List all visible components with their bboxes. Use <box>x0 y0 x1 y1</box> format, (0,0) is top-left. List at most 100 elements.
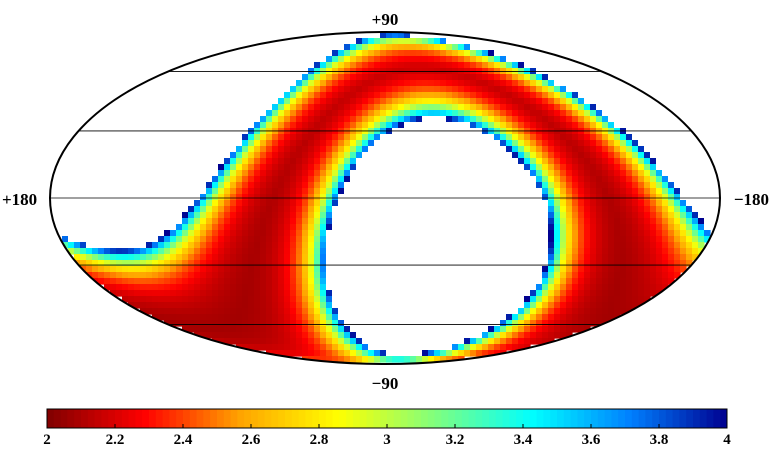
heatmap-cell <box>680 206 687 213</box>
heatmap-cell <box>488 176 495 183</box>
heatmap-cell <box>260 86 267 93</box>
heatmap-cell <box>242 308 249 315</box>
heatmap-cell <box>128 278 135 285</box>
heatmap-cell <box>380 296 387 303</box>
heatmap-cell <box>278 326 285 333</box>
heatmap-cell <box>572 86 579 93</box>
heatmap-cell <box>236 56 243 63</box>
heatmap-cell <box>182 194 189 201</box>
heatmap-cell <box>440 86 447 93</box>
heatmap-cell <box>224 152 231 159</box>
heatmap-cell <box>374 290 381 297</box>
heatmap-cell <box>356 248 363 255</box>
heatmap-cell <box>332 80 339 87</box>
heatmap-cell <box>596 248 603 255</box>
heatmap-cell <box>398 206 405 213</box>
heatmap-cell <box>290 314 297 321</box>
heatmap-cell <box>344 284 351 291</box>
heatmap-cell <box>644 200 651 207</box>
heatmap-cell <box>248 104 255 111</box>
heatmap-cell <box>332 188 339 195</box>
heatmap-cell <box>512 260 519 267</box>
heatmap-cell <box>218 284 225 291</box>
heatmap-cell <box>614 86 621 93</box>
heatmap-cell <box>356 146 363 153</box>
heatmap-cell <box>248 206 255 213</box>
heatmap-cell <box>344 104 351 111</box>
heatmap-cell <box>218 176 225 183</box>
heatmap-cell <box>446 314 453 321</box>
heatmap-cell <box>122 116 129 123</box>
heatmap-cell <box>314 140 321 147</box>
heatmap-cell <box>482 224 489 231</box>
heatmap-cell <box>416 278 423 285</box>
heatmap-cell <box>224 140 231 147</box>
heatmap-cell <box>470 224 477 231</box>
heatmap-cell <box>518 164 525 171</box>
heatmap-cell <box>326 50 333 57</box>
heatmap-cell <box>668 272 675 279</box>
heatmap-cell <box>146 272 153 279</box>
heatmap-cell <box>314 182 321 189</box>
heatmap-cell <box>326 314 333 321</box>
heatmap-cell <box>590 212 597 219</box>
heatmap-cell <box>116 98 123 105</box>
heatmap-cell <box>314 320 321 327</box>
heatmap-cell <box>434 320 441 327</box>
heatmap-cell <box>536 170 543 177</box>
heatmap-cell <box>530 224 537 231</box>
heatmap-cell <box>182 314 189 321</box>
heatmap-cell <box>392 296 399 303</box>
heatmap-cell <box>446 266 453 273</box>
heatmap-cell <box>458 80 465 87</box>
heatmap-cell <box>482 176 489 183</box>
heatmap-cell <box>692 224 699 231</box>
heatmap-cell <box>614 248 621 255</box>
heatmap-cell <box>260 134 267 141</box>
heatmap-cell <box>374 308 381 315</box>
heatmap-cell <box>188 236 195 243</box>
heatmap-cell <box>188 188 195 195</box>
heatmap-cell <box>632 272 639 279</box>
heatmap-cell <box>476 350 483 357</box>
heatmap-cell <box>326 188 333 195</box>
heatmap-cell <box>194 320 201 327</box>
heatmap-cell <box>506 314 513 321</box>
heatmap-cell <box>176 176 183 183</box>
heatmap-cell <box>638 122 645 129</box>
heatmap-cell <box>632 296 639 303</box>
heatmap-cell <box>560 302 567 309</box>
heatmap-cell <box>146 308 153 315</box>
heatmap-cell <box>320 338 327 345</box>
heatmap-cell <box>146 260 153 267</box>
heatmap-cell <box>452 80 459 87</box>
heatmap-cell <box>638 110 645 117</box>
heatmap-cell <box>380 188 387 195</box>
heatmap-cell <box>314 86 321 93</box>
heatmap-cell <box>608 296 615 303</box>
heatmap-cell <box>332 110 339 117</box>
heatmap-cell <box>314 44 321 51</box>
heatmap-cell <box>560 218 567 225</box>
colorbar-segment <box>461 409 470 428</box>
heatmap-cell <box>278 176 285 183</box>
heatmap-cell <box>182 326 189 333</box>
heatmap-cell <box>416 104 423 111</box>
heatmap-cell <box>404 32 411 39</box>
heatmap-cell <box>254 278 261 285</box>
heatmap-cell <box>530 230 537 237</box>
heatmap-cell <box>290 284 297 291</box>
heatmap-cell <box>650 248 657 255</box>
heatmap-cell <box>314 62 321 69</box>
heatmap-cell <box>296 170 303 177</box>
heatmap-cell <box>206 260 213 267</box>
heatmap-cell <box>254 254 261 261</box>
heatmap-cell <box>194 242 201 249</box>
heatmap-cell <box>566 80 573 87</box>
heatmap-cell <box>296 308 303 315</box>
heatmap-cell <box>170 86 177 93</box>
heatmap-cell <box>584 152 591 159</box>
heatmap-cell <box>566 98 573 105</box>
heatmap-cell <box>374 182 381 189</box>
heatmap-cell <box>134 134 141 141</box>
